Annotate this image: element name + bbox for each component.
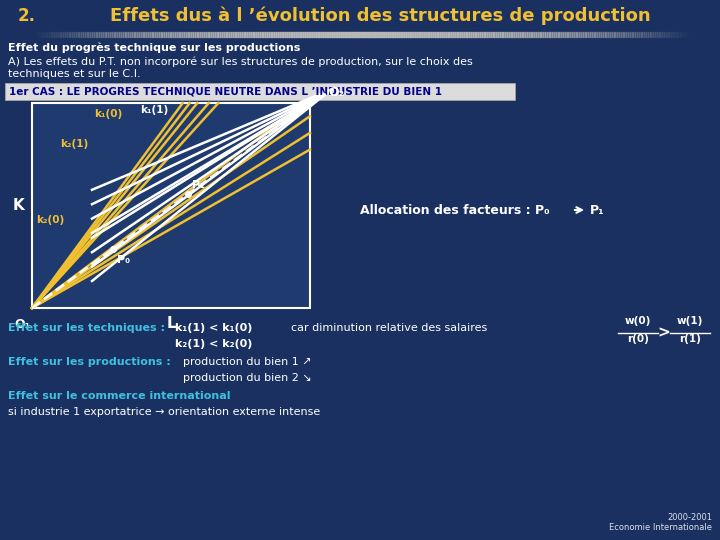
Text: si industrie 1 exportatrice → orientation externe intense: si industrie 1 exportatrice → orientatio…	[8, 407, 320, 417]
Bar	[32, 103, 310, 308]
Text: k₂(1) < k₂(0): k₂(1) < k₂(0)	[175, 339, 253, 349]
Text: K: K	[12, 198, 24, 213]
Text: k₁(0): k₁(0)	[94, 109, 122, 119]
Text: O₁: O₁	[14, 318, 30, 330]
Text: w(1): w(1)	[677, 316, 703, 326]
Text: P₀: P₀	[117, 255, 130, 265]
Text: 2000-2001
Economie Internationale: 2000-2001 Economie Internationale	[609, 512, 712, 532]
Text: k₁(1) < k₁(0): k₁(1) < k₁(0)	[175, 323, 253, 333]
Text: car diminution relative des salaires: car diminution relative des salaires	[284, 323, 487, 333]
Text: Effets dus à l ’évolution des structures de production: Effets dus à l ’évolution des structures…	[109, 6, 650, 25]
Text: Effet du progrès technique sur les productions: Effet du progrès technique sur les produ…	[8, 43, 300, 53]
Text: production du bien 1 ↗: production du bien 1 ↗	[183, 357, 312, 367]
Bar	[5, 83, 515, 100]
Text: Effet sur le commerce international: Effet sur le commerce international	[8, 391, 230, 401]
Text: w(0): w(0)	[625, 316, 651, 326]
Text: Allocation des facteurs : P₀: Allocation des facteurs : P₀	[360, 204, 549, 217]
Text: k₂(0): k₂(0)	[36, 215, 64, 225]
Text: r(1): r(1)	[679, 334, 701, 344]
Text: k₂(1): k₂(1)	[60, 139, 89, 149]
Text: A) Les effets du P.T. non incorporé sur les structures de production, sur le cho: A) Les effets du P.T. non incorporé sur …	[8, 57, 473, 68]
Text: r(0): r(0)	[627, 334, 649, 344]
Text: 1er CAS : LE PROGRES TECHNIQUE NEUTRE DANS L ’INDUSTRIE DU BIEN 1: 1er CAS : LE PROGRES TECHNIQUE NEUTRE DA…	[9, 86, 442, 96]
Text: O₂: O₂	[328, 86, 344, 99]
Text: techniques et sur le C.I.: techniques et sur le C.I.	[8, 69, 140, 79]
Text: Effet sur les productions :: Effet sur les productions :	[8, 357, 171, 367]
Text: 2.: 2.	[18, 7, 36, 25]
Text: production du bien 2 ↘: production du bien 2 ↘	[183, 373, 312, 383]
Text: P₁: P₁	[192, 180, 205, 190]
Text: k₁(1): k₁(1)	[140, 105, 168, 115]
Text: Effet sur les techniques :: Effet sur les techniques :	[8, 323, 165, 333]
Text: >: >	[657, 326, 670, 341]
Text: L: L	[166, 316, 176, 332]
Text: P₁: P₁	[590, 204, 605, 217]
